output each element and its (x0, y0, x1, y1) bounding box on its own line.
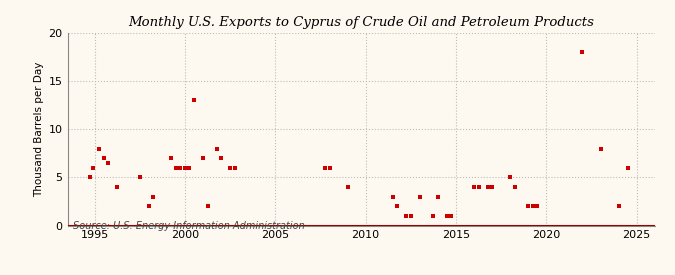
Point (414, 194, 425, 199)
Point (148, 194, 159, 199)
Point (510, 185, 520, 189)
Point (319, 166, 330, 170)
Point (134, 175, 145, 180)
Point (84, 175, 95, 180)
Point (527, 204, 538, 208)
Point (342, 185, 353, 189)
Point (468, 185, 479, 189)
Point (532, 204, 543, 208)
Point (88, 166, 99, 170)
Point (216, 156, 227, 160)
Point (446, 214, 457, 218)
Point (184, 166, 195, 170)
Point (171, 166, 182, 170)
Point (482, 185, 493, 189)
Point (577, 50, 588, 54)
Point (112, 185, 123, 189)
Point (143, 204, 154, 208)
Point (211, 146, 222, 151)
Point (188, 98, 199, 103)
Text: Source: U.S. Energy Information Administration: Source: U.S. Energy Information Administ… (74, 221, 305, 231)
Point (487, 185, 497, 189)
Point (392, 204, 403, 208)
Point (198, 156, 209, 160)
Point (433, 194, 443, 199)
Point (428, 214, 439, 218)
Point (99, 156, 109, 160)
Point (103, 161, 113, 165)
Point (225, 166, 236, 170)
Point (324, 166, 335, 170)
Point (441, 214, 452, 218)
Point (595, 146, 606, 151)
Point (613, 204, 624, 208)
Point (505, 175, 516, 180)
Point (622, 166, 633, 170)
Point (180, 166, 190, 170)
Point (166, 156, 177, 160)
Title: Monthly U.S. Exports to Cyprus of Crude Oil and Petroleum Products: Monthly U.S. Exports to Cyprus of Crude … (128, 16, 594, 29)
Point (94, 146, 105, 151)
Point (230, 166, 240, 170)
Y-axis label: Thousand Barrels per Day: Thousand Barrels per Day (34, 62, 45, 197)
Point (523, 204, 534, 208)
Point (202, 204, 213, 208)
Point (406, 214, 416, 218)
Point (175, 166, 186, 170)
Point (473, 185, 484, 189)
Point (401, 214, 412, 218)
Point (387, 194, 398, 199)
